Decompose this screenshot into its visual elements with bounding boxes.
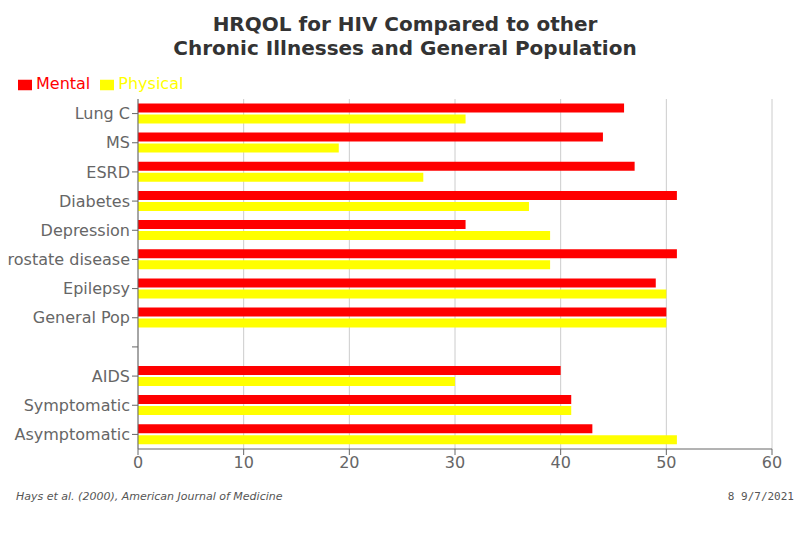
html-text:Chronic Illnesses and General: Chronic Illnesses and General Population — [173, 36, 637, 60]
svg-text:Prostate disease: Prostate disease — [8, 250, 130, 269]
svg-text:General Pop: General Pop — [33, 308, 130, 327]
svg-text:AIDS: AIDS — [92, 367, 130, 386]
svg-text:Asymptomatic: Asymptomatic — [15, 425, 130, 444]
svg-text:Depression: Depression — [41, 221, 130, 240]
svg-text:Lung C: Lung C — [75, 104, 130, 123]
html-text:Mental: Mental — [36, 74, 91, 93]
html-text:Hays et al. (2000), American J: Hays et al. (2000), American Journal of … — [16, 490, 283, 503]
svg-text:30: 30 — [445, 453, 465, 472]
svg-text:10: 10 — [233, 453, 253, 472]
svg-text:Symptomatic: Symptomatic — [24, 396, 130, 415]
svg-text:0: 0 — [133, 453, 143, 472]
html-text:8 9/7/2021: 8 9/7/2021 — [727, 490, 794, 503]
svg-text:60: 60 — [762, 453, 782, 472]
svg-text:Diabetes: Diabetes — [59, 192, 130, 211]
html-text:HRQOL for HIV Compared to othe: HRQOL for HIV Compared to other — [212, 12, 598, 36]
html-text:Physical: Physical — [118, 74, 184, 93]
svg-text:50: 50 — [656, 453, 676, 472]
svg-text:MS: MS — [106, 133, 130, 152]
svg-text:40: 40 — [550, 453, 570, 472]
svg-text:20: 20 — [339, 453, 359, 472]
svg-text:ESRD: ESRD — [86, 163, 130, 182]
svg-text:Epilepsy: Epilepsy — [63, 279, 130, 298]
